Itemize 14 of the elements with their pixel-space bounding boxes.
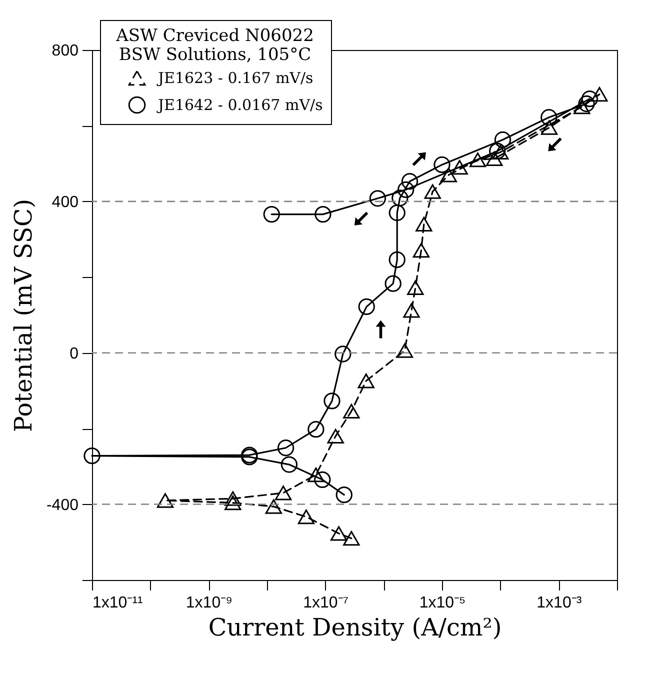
x-tick-label: 1x10⁻⁷: [303, 594, 349, 612]
y-tick-label: -400: [46, 496, 79, 514]
legend-label: JE1623 - 0.167 mV/s: [156, 69, 314, 87]
x-tick-label: 1x10⁻⁵: [419, 594, 466, 612]
legend-title: ASW Creviced N06022 BSW Solutions, 105°C: [115, 26, 314, 65]
y-tick-label: 0: [70, 345, 79, 362]
y-tick-label: 400: [52, 194, 79, 211]
x-tick-label: 1x10⁻³: [536, 594, 582, 612]
x-tick-label: 1x10⁻⁹: [186, 594, 232, 612]
x-tick-label: 1x10⁻¹¹: [92, 594, 143, 612]
y-tick-label: 800: [52, 42, 79, 60]
legend-label: JE1642 - 0.0167 mV/s: [156, 96, 323, 114]
y-axis-title: Potential (mV SSC): [9, 198, 38, 432]
x-axis-title: Current Density (A/cm²): [208, 614, 502, 642]
